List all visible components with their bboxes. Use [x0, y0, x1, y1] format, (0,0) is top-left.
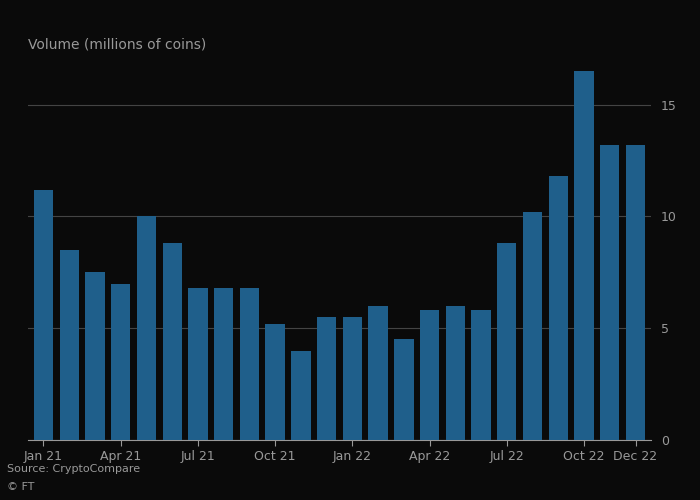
Bar: [111, 284, 130, 440]
Bar: [136, 216, 156, 440]
Text: Volume (millions of coins): Volume (millions of coins): [28, 38, 206, 52]
Bar: [497, 244, 517, 440]
Bar: [626, 145, 645, 440]
Bar: [265, 324, 285, 440]
Bar: [214, 288, 233, 440]
Text: Source: CryptoCompare: Source: CryptoCompare: [7, 464, 140, 474]
Bar: [291, 350, 311, 440]
Bar: [575, 71, 594, 440]
Bar: [188, 288, 208, 440]
Bar: [523, 212, 542, 440]
Bar: [34, 190, 53, 440]
Bar: [162, 244, 182, 440]
Bar: [471, 310, 491, 440]
Bar: [600, 145, 620, 440]
Bar: [239, 288, 259, 440]
Text: © FT: © FT: [7, 482, 34, 492]
Bar: [60, 250, 79, 440]
Bar: [317, 317, 336, 440]
Bar: [368, 306, 388, 440]
Bar: [85, 272, 104, 440]
Bar: [446, 306, 465, 440]
Bar: [420, 310, 440, 440]
Bar: [549, 176, 568, 440]
Bar: [394, 340, 414, 440]
Bar: [343, 317, 362, 440]
